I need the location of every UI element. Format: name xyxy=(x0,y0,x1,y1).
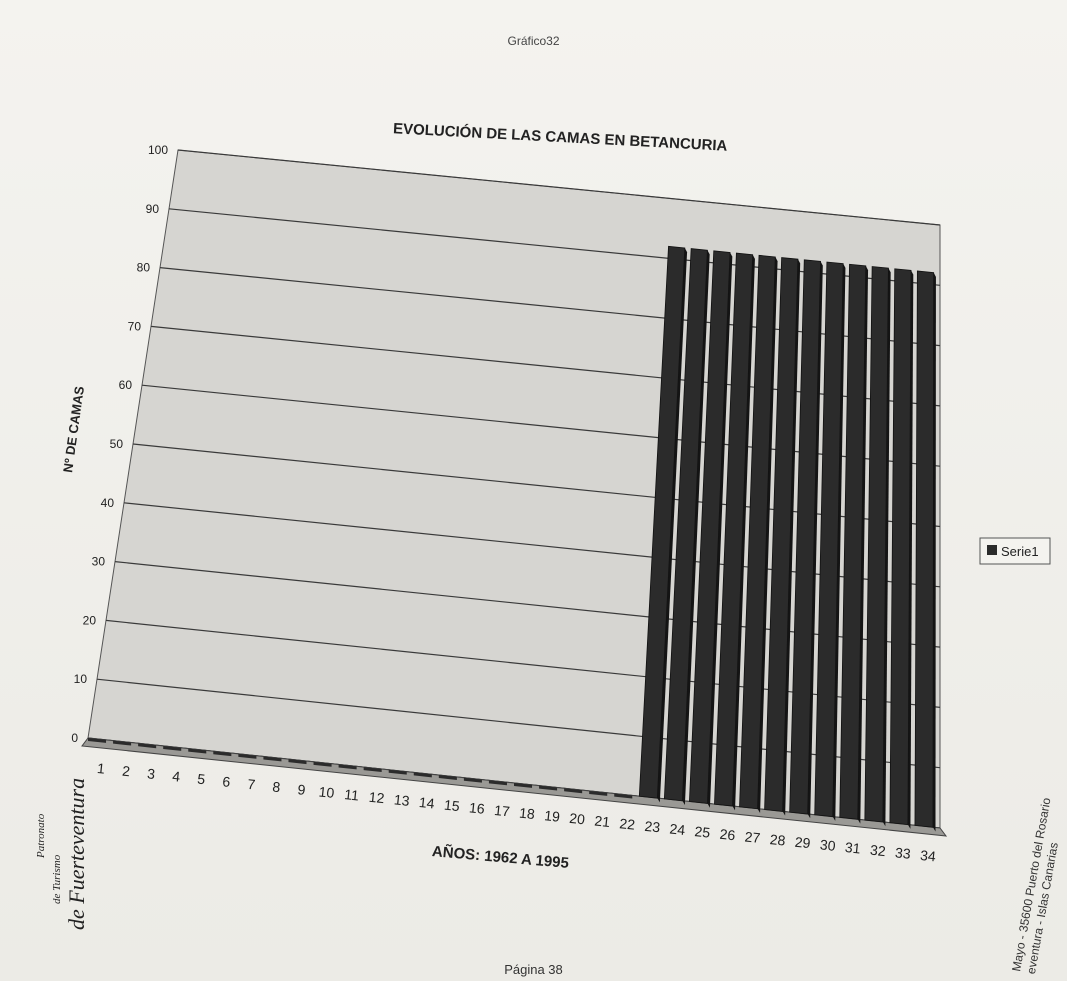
x-tick-label: 23 xyxy=(644,818,661,836)
gridline xyxy=(177,149,941,226)
address-block: Mayo - 35600 Puerto del Rosario eventura… xyxy=(1009,796,1061,975)
x-tick-label: 14 xyxy=(418,794,435,812)
x-tick-label: 31 xyxy=(844,839,861,857)
bar xyxy=(288,759,307,765)
bar-side xyxy=(932,272,936,832)
y-tick-label: 0 xyxy=(71,731,78,745)
x-tick-label: 4 xyxy=(172,768,182,785)
x-tick-label: 8 xyxy=(272,779,282,796)
bar-side xyxy=(682,250,710,806)
x-tick-label: 16 xyxy=(468,799,485,817)
y-tick-label: 60 xyxy=(119,378,133,392)
bar xyxy=(313,761,332,767)
bar-side xyxy=(782,259,801,816)
y-tick-label: 100 xyxy=(148,143,168,157)
bar-side xyxy=(832,263,846,821)
bar xyxy=(163,745,182,751)
x-tick-label: 20 xyxy=(569,810,586,828)
bar-side xyxy=(757,256,778,813)
bar-side xyxy=(807,261,823,819)
bar-side xyxy=(657,247,688,803)
bar xyxy=(463,777,482,783)
x-axis-label: AÑOS: 1962 A 1995 xyxy=(431,842,569,872)
y-tick-label: 10 xyxy=(74,672,88,686)
bar xyxy=(188,748,207,754)
x-tick-label: 15 xyxy=(443,797,460,815)
x-tick-label: 34 xyxy=(919,847,936,865)
x-tick-label: 12 xyxy=(368,789,385,807)
bar xyxy=(589,790,608,796)
bar-side xyxy=(907,270,914,829)
y-tick-label: 30 xyxy=(92,555,106,569)
bar xyxy=(113,740,132,746)
y-tick-label: 50 xyxy=(110,437,124,451)
legend-label: Serie1 xyxy=(1001,544,1039,559)
x-tick-label: 22 xyxy=(619,815,636,833)
logo-line-1: Patronato xyxy=(35,813,47,859)
bar xyxy=(514,783,533,788)
x-tick-label: 30 xyxy=(819,836,836,854)
x-tick-label: 11 xyxy=(344,786,360,803)
bar xyxy=(138,743,157,749)
x-tick-label: 2 xyxy=(121,763,131,780)
x-tick-label: 19 xyxy=(544,807,561,825)
x-tick-label: 10 xyxy=(318,783,335,801)
bar xyxy=(914,270,935,828)
x-tick-label: 5 xyxy=(197,771,207,788)
x-tick-label: 25 xyxy=(694,823,711,841)
x-tick-label: 26 xyxy=(719,826,736,844)
page-number: Página 38 xyxy=(504,962,563,977)
x-tick-label: 9 xyxy=(297,781,307,798)
patronato-logo: de Fuerteventura de Turismo Patronato xyxy=(35,778,89,930)
logo-line-3: de Fuerteventura xyxy=(64,778,89,930)
x-tick-label: 21 xyxy=(594,813,611,831)
sheet-name: Gráfico32 xyxy=(507,34,560,48)
x-tick-label: 24 xyxy=(669,820,686,838)
x-tick-label: 7 xyxy=(247,776,257,793)
y-tick-label: 90 xyxy=(146,202,160,216)
chart-title: EVOLUCIÓN DE LAS CAMAS EN BETANCURIA xyxy=(393,119,728,155)
bar-side xyxy=(707,252,733,808)
logo-line-2: de Turismo xyxy=(51,854,63,904)
bar xyxy=(88,738,107,743)
y-tick-label: 40 xyxy=(101,496,115,510)
x-tick-label: 28 xyxy=(769,831,786,849)
x-tick-label: 18 xyxy=(518,805,535,823)
bar xyxy=(238,753,257,759)
bar xyxy=(539,785,558,791)
bar xyxy=(363,767,382,773)
x-tick-label: 1 xyxy=(96,760,106,777)
x-tick-label: 13 xyxy=(393,791,410,809)
bar-side xyxy=(857,265,869,824)
bar xyxy=(338,764,357,770)
x-tick-label: 6 xyxy=(222,773,232,790)
bar xyxy=(438,775,457,780)
legend-swatch xyxy=(987,545,997,555)
y-tick-label: 70 xyxy=(128,319,142,333)
x-tick-label: 27 xyxy=(744,828,761,846)
bar-side xyxy=(732,254,755,811)
y-axis-label: Nº DE CAMAS xyxy=(60,385,87,474)
y-tick-label: 80 xyxy=(137,261,151,275)
bar xyxy=(564,788,583,794)
bar xyxy=(488,780,507,786)
x-tick-label: 29 xyxy=(794,834,811,852)
bar-side xyxy=(882,268,891,827)
x-tick-label: 17 xyxy=(493,802,510,820)
y-tick-label: 20 xyxy=(83,613,97,627)
x-tick-label: 32 xyxy=(869,842,886,860)
bar xyxy=(263,756,282,762)
bar xyxy=(614,793,633,799)
bar xyxy=(388,769,407,775)
x-tick-label: 3 xyxy=(146,765,156,782)
x-tick-label: 33 xyxy=(894,844,911,862)
bar xyxy=(213,751,232,757)
bar xyxy=(413,772,432,778)
